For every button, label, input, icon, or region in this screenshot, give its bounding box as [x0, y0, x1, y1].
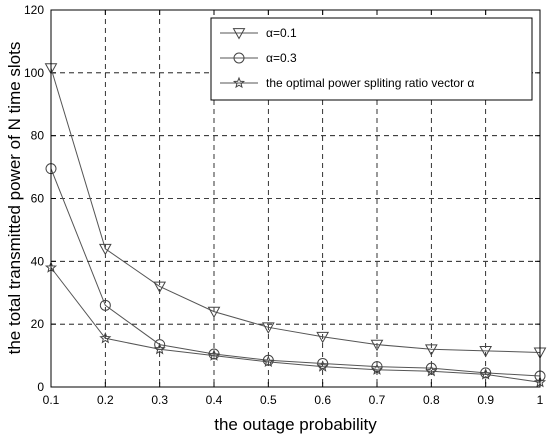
legend-label: the optimal power spliting ratio vector …: [266, 76, 474, 90]
legend-label: α=0.1: [266, 26, 297, 40]
plot-frame: [50, 9, 541, 388]
x-tick-label: 0.9: [477, 393, 494, 407]
x-tick-label: 0.1: [43, 393, 60, 407]
data-point: [261, 322, 275, 334]
legend-box: [210, 17, 533, 101]
legend-marker: [232, 76, 246, 89]
legend-entry: α=0.1: [220, 26, 297, 40]
legend: α=0.1 α=0.3 the optimal power spliting rat…: [210, 17, 533, 101]
data-point: [99, 299, 111, 311]
y-tick-label: 20: [31, 317, 45, 331]
x-tick-label: 1: [537, 393, 544, 407]
y-tick-labels: 0 20 40 60 80 100 120: [24, 3, 44, 394]
legend-entry: the optimal power spliting ratio vector …: [220, 76, 474, 90]
axes: [50, 9, 541, 388]
data-point: [424, 344, 438, 356]
data-point: [153, 342, 166, 355]
x-tick-label: 0.6: [314, 393, 331, 407]
y-tick-label: 0: [37, 380, 44, 394]
data-point: [316, 331, 330, 344]
x-tick-label: 0.2: [97, 393, 114, 407]
y-tick-label: 100: [24, 66, 44, 80]
y-tick-label: 60: [31, 192, 45, 206]
y-tick-label: 40: [31, 254, 45, 268]
data-point: [98, 243, 112, 256]
data-point: [316, 360, 329, 372]
x-tick-label: 0.4: [206, 393, 223, 407]
data-point: [370, 363, 384, 375]
legend-marker: [232, 28, 246, 40]
series-1: [44, 63, 547, 359]
data-point: [479, 345, 493, 358]
series-line: [50, 168, 541, 377]
legend-label: α=0.3: [266, 51, 297, 65]
x-tick-label: 0.5: [260, 393, 277, 407]
data-point: [425, 364, 438, 377]
legend-entry: α=0.3: [220, 51, 297, 65]
grid-lines: [51, 10, 540, 387]
series-lines: [44, 63, 547, 388]
x-tick-label: 0.7: [369, 393, 386, 407]
x-axis-title: the outage probability: [214, 415, 377, 434]
x-tick-label: 0.3: [151, 393, 168, 407]
y-axis-title: the total transmitted power of N time sl…: [5, 42, 24, 355]
series-line: [50, 267, 541, 383]
data-point: [153, 281, 167, 293]
y-tick-label: 80: [31, 129, 45, 143]
series-line: [50, 67, 541, 353]
legend-marker: [233, 52, 245, 64]
data-point: [262, 355, 275, 367]
x-tick-labels: 0.1 0.2 0.3 0.4 0.5 0.6 0.7 0.8 0.9 1: [43, 393, 544, 407]
data-point: [99, 331, 112, 344]
data-point: [207, 349, 221, 361]
data-point: [479, 368, 492, 380]
data-point: [207, 306, 221, 319]
x-tick-label: 0.8: [423, 393, 440, 407]
data-point: [370, 339, 384, 352]
y-tick-label: 120: [24, 3, 44, 17]
